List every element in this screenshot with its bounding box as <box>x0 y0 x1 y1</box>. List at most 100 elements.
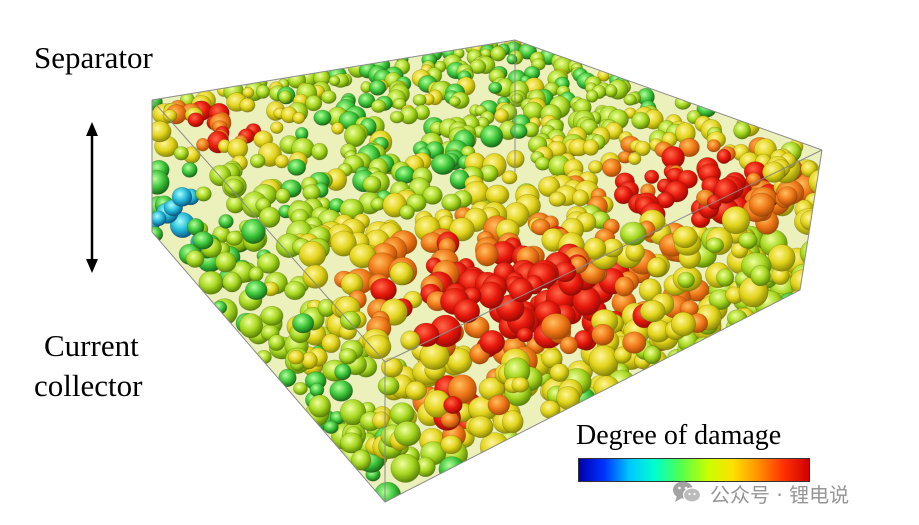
particle <box>706 139 721 153</box>
particle <box>313 109 332 126</box>
particle <box>475 242 499 267</box>
particle <box>393 420 421 447</box>
particle <box>614 276 635 297</box>
particle <box>339 399 367 426</box>
particle <box>559 336 579 355</box>
particle <box>287 349 305 365</box>
particle <box>643 345 662 365</box>
particle <box>292 112 306 125</box>
particle <box>622 331 647 354</box>
particle <box>173 146 189 161</box>
particle <box>241 218 266 245</box>
particle <box>509 123 528 139</box>
particle <box>510 93 523 104</box>
particle <box>677 271 695 289</box>
particle <box>268 334 286 351</box>
particle <box>192 231 214 250</box>
particle <box>808 169 822 195</box>
particle <box>627 152 642 166</box>
particle <box>494 108 509 123</box>
particle <box>301 351 318 370</box>
particle <box>323 420 339 434</box>
particle <box>278 368 297 388</box>
particle <box>480 124 504 148</box>
particle <box>715 268 735 287</box>
particle <box>400 330 421 351</box>
particle <box>530 218 551 236</box>
particle <box>805 257 822 276</box>
particle <box>195 186 212 202</box>
particle <box>549 363 570 382</box>
particle <box>377 376 400 396</box>
particle <box>248 266 264 282</box>
particle <box>239 97 256 113</box>
particle <box>329 379 354 402</box>
particle <box>152 169 170 195</box>
particle <box>812 279 822 299</box>
particle <box>255 84 271 99</box>
particle <box>588 160 603 174</box>
particle <box>767 244 796 272</box>
particle <box>588 344 619 376</box>
particle <box>292 313 315 334</box>
particle <box>487 394 510 416</box>
particle <box>468 415 494 438</box>
particle <box>226 230 244 246</box>
particle <box>447 374 477 404</box>
particle <box>321 333 341 354</box>
particle <box>448 96 461 107</box>
current-label: Current <box>44 328 139 363</box>
separator-label: Separator <box>34 40 153 75</box>
particle <box>438 456 466 482</box>
particle <box>185 249 205 268</box>
particle <box>789 269 819 295</box>
particle <box>631 111 651 130</box>
particle <box>389 110 405 124</box>
double-arrow-icon <box>86 122 98 273</box>
particle <box>358 92 376 109</box>
particle <box>369 79 387 96</box>
particle <box>511 376 530 393</box>
particle <box>453 298 481 324</box>
particle <box>364 334 392 360</box>
particle <box>583 237 607 260</box>
particle <box>721 206 751 235</box>
particle <box>705 237 725 253</box>
particle <box>274 154 289 169</box>
particle <box>187 112 205 128</box>
particle <box>371 99 387 113</box>
particle-field <box>152 40 822 502</box>
particle <box>571 189 589 207</box>
bounding-box-wireframe <box>151 39 823 503</box>
particle <box>501 170 518 185</box>
particle <box>777 186 798 206</box>
particle <box>302 264 329 289</box>
damage-colorbar <box>578 458 810 482</box>
particle <box>218 214 234 229</box>
particle <box>152 120 172 143</box>
particle <box>171 186 193 207</box>
particle <box>604 84 618 98</box>
particle <box>412 93 427 107</box>
particle <box>162 109 178 123</box>
particle <box>613 185 634 205</box>
particle <box>678 137 700 158</box>
particle <box>222 271 242 293</box>
particle <box>672 225 698 249</box>
particle <box>239 313 264 339</box>
particle <box>405 380 427 401</box>
particle <box>619 221 647 246</box>
particle <box>392 98 407 110</box>
particle <box>249 153 266 169</box>
wechat-icon <box>673 481 702 503</box>
particle <box>196 137 210 152</box>
particle <box>351 449 372 471</box>
particle <box>309 382 325 397</box>
particle <box>343 124 366 148</box>
particle <box>746 172 762 187</box>
particle <box>490 46 507 62</box>
collector-label: collector <box>34 368 143 403</box>
particle <box>601 158 622 178</box>
particle <box>548 191 566 207</box>
